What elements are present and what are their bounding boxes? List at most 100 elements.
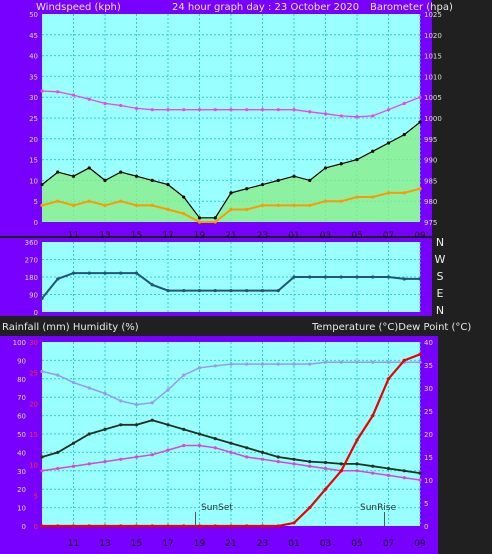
humidity-point <box>292 362 296 366</box>
barometer-point <box>323 112 328 116</box>
temperature-point <box>276 455 280 459</box>
humidity-point <box>386 360 391 364</box>
temperature-point <box>71 441 76 445</box>
wind-average-point <box>166 207 170 212</box>
humidity-point <box>371 360 375 364</box>
graph-title: 24 hour graph day : 23 October 2020 <box>172 2 359 13</box>
temperature-point <box>386 466 391 471</box>
rainfall-point <box>213 524 217 528</box>
dew-point-point <box>213 446 217 450</box>
dew-point-point <box>197 443 202 448</box>
wind-average-point <box>245 207 249 212</box>
humidity-point <box>134 402 139 407</box>
x-tick-label: 01 <box>288 231 299 241</box>
humidity-point <box>71 380 76 385</box>
barometer-point <box>87 97 91 101</box>
humidity-y-tick-label: 0 <box>22 523 26 531</box>
barometer-point <box>229 108 233 112</box>
x-tick-label: 13 <box>99 231 110 241</box>
rainfall-point <box>245 524 249 528</box>
dew-point-point <box>292 462 296 466</box>
wind-direction-point <box>182 289 186 293</box>
wind-average-point <box>134 203 139 207</box>
temperature-point <box>355 462 359 466</box>
barometer-point <box>371 114 375 118</box>
wind-gust-area <box>42 122 420 222</box>
wind-y-tick-label: 40 <box>29 53 38 61</box>
rainfall-point <box>308 506 312 510</box>
wind-direction-point <box>103 271 107 275</box>
barometer-point <box>213 108 217 112</box>
rain-y-tick-label: 20 <box>29 400 38 408</box>
wind-baro-ticks: 0510152025303540455097598098599099510001… <box>29 11 442 241</box>
x-tick-label: 15 <box>131 231 142 241</box>
humidity-y-tick-label: 10 <box>17 505 26 513</box>
barometer-point <box>418 95 422 99</box>
baro-y-tick-label: 990 <box>424 157 437 165</box>
rainfall-point <box>197 524 202 528</box>
wind-gust-point <box>292 174 296 178</box>
rain-y-tick-label: 10 <box>29 462 38 470</box>
x-tick-label: 03 <box>320 231 331 241</box>
wind-average-point <box>308 203 312 207</box>
dew-point-point <box>260 457 265 461</box>
humidity-point <box>229 362 233 366</box>
humidity-point <box>308 362 312 366</box>
wind-direction-point <box>355 275 359 279</box>
dew-point-point <box>182 443 186 448</box>
direction-y-tick-label: 0 <box>34 309 38 317</box>
wind-direction-point <box>40 296 44 300</box>
barometer-point <box>276 108 280 112</box>
humidity-y-tick-label: 40 <box>17 449 26 457</box>
wind-y-tick-label: 25 <box>29 115 38 123</box>
humidity-point <box>56 373 60 377</box>
humidity-y-tick-label: 100 <box>13 339 26 347</box>
humidity-point <box>119 399 123 403</box>
wind-average-point <box>119 199 123 203</box>
x-tick-label: 19 <box>194 539 206 549</box>
wind-gust-point <box>418 120 422 124</box>
rainfall-point <box>292 521 296 525</box>
temperature-point <box>103 427 107 431</box>
wind-average-point <box>276 203 280 207</box>
temp-y-tick-label: 35 <box>424 362 433 370</box>
x-tick-label: 21 <box>225 231 236 241</box>
x-tick-label: 09 <box>414 539 426 549</box>
wind-direction-point <box>371 275 375 279</box>
rainfall-point <box>260 524 265 528</box>
rainfall-point <box>119 524 123 528</box>
rainfall-point <box>386 377 391 381</box>
dew-point-point <box>71 464 76 468</box>
compass-letter: W <box>435 253 446 266</box>
rainfall-point <box>323 487 328 491</box>
wind-direction-point <box>402 277 406 281</box>
rainfall-point <box>355 438 359 442</box>
rain-y-tick-label: 30 <box>29 339 38 347</box>
rainfall-point <box>402 358 406 362</box>
direction-y-tick-label: 270 <box>25 257 38 265</box>
wind-average-point <box>292 203 296 207</box>
humidity-point <box>339 360 343 364</box>
dew-point-point <box>134 455 139 459</box>
compass-letter: N <box>436 304 444 317</box>
wind-average-point <box>87 199 91 203</box>
wind-gust-point <box>386 141 391 145</box>
wind-direction-point <box>134 271 139 275</box>
direction-y-tick-label: 90 <box>29 292 38 300</box>
x-tick-label: 05 <box>351 231 362 241</box>
x-tick-label: 01 <box>288 539 299 549</box>
humidity-point <box>197 366 202 370</box>
humidity-point <box>87 386 91 390</box>
wind-direction-point <box>213 289 217 293</box>
temperature-point <box>134 423 139 427</box>
rainfall-point <box>71 524 76 528</box>
x-tick-label: 11 <box>68 231 79 241</box>
temperature-point <box>229 441 233 445</box>
rainfall-point <box>371 414 375 418</box>
barometer-point <box>182 108 186 112</box>
rainfall-point <box>87 524 91 528</box>
wind-gust-point <box>56 170 60 174</box>
baro-y-tick-label: 1025 <box>424 11 442 19</box>
wind-average-point <box>213 220 217 224</box>
